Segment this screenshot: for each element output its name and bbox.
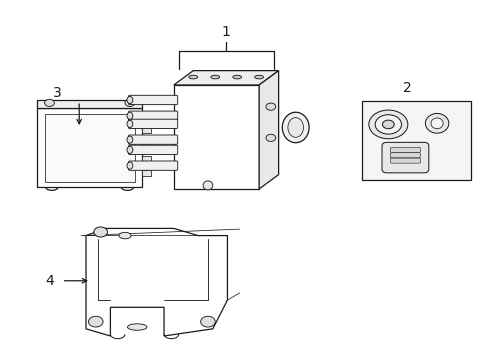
FancyBboxPatch shape	[389, 153, 420, 158]
Ellipse shape	[127, 146, 133, 153]
Ellipse shape	[188, 75, 197, 79]
Bar	[173, 85, 259, 189]
Circle shape	[88, 316, 103, 327]
Bar	[37, 100, 142, 108]
Ellipse shape	[232, 75, 241, 79]
FancyBboxPatch shape	[128, 119, 177, 129]
Ellipse shape	[282, 112, 308, 143]
FancyBboxPatch shape	[389, 147, 420, 152]
Bar	[142, 127, 151, 134]
Polygon shape	[259, 71, 278, 189]
Circle shape	[265, 134, 275, 141]
Circle shape	[368, 110, 407, 139]
Ellipse shape	[127, 96, 133, 104]
Ellipse shape	[119, 232, 131, 239]
Ellipse shape	[210, 75, 219, 79]
Circle shape	[265, 103, 275, 110]
FancyBboxPatch shape	[128, 111, 177, 120]
Bar	[142, 113, 151, 119]
FancyBboxPatch shape	[381, 142, 428, 173]
FancyBboxPatch shape	[128, 95, 177, 105]
Text: 3: 3	[53, 86, 61, 100]
Ellipse shape	[287, 118, 303, 137]
Ellipse shape	[127, 162, 133, 169]
Polygon shape	[173, 71, 278, 85]
Text: 4: 4	[45, 274, 54, 288]
Circle shape	[382, 120, 393, 129]
Bar	[142, 156, 151, 162]
Ellipse shape	[127, 112, 133, 119]
Circle shape	[44, 99, 54, 107]
Circle shape	[374, 115, 401, 134]
Ellipse shape	[127, 324, 147, 330]
Text: 1: 1	[222, 25, 230, 39]
FancyBboxPatch shape	[389, 158, 420, 163]
Text: 2: 2	[403, 81, 411, 95]
Ellipse shape	[254, 75, 263, 79]
Circle shape	[200, 316, 215, 327]
Ellipse shape	[127, 120, 133, 127]
Polygon shape	[86, 228, 227, 336]
Bar	[37, 108, 142, 187]
Ellipse shape	[127, 136, 133, 143]
FancyBboxPatch shape	[128, 135, 177, 144]
Circle shape	[94, 227, 107, 237]
Ellipse shape	[430, 118, 442, 129]
FancyBboxPatch shape	[128, 145, 177, 154]
Bar	[142, 141, 151, 148]
Bar	[142, 170, 151, 176]
Ellipse shape	[425, 113, 448, 133]
Ellipse shape	[203, 181, 212, 190]
Circle shape	[125, 99, 135, 107]
Bar	[361, 101, 470, 180]
Bar	[44, 114, 135, 182]
FancyBboxPatch shape	[128, 161, 177, 170]
